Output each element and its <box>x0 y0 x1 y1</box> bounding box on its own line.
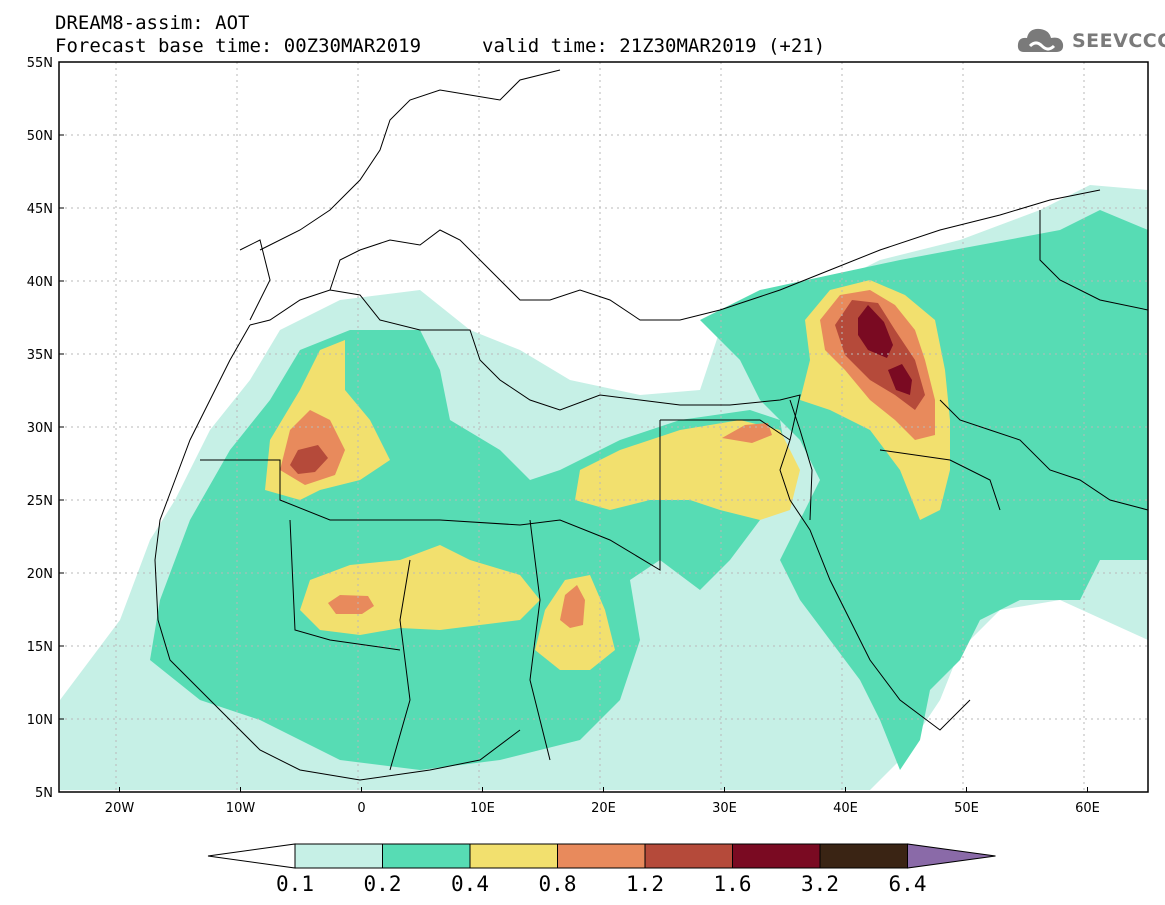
graticule <box>59 62 1148 792</box>
coastlines <box>154 69 1148 781</box>
lat-label: 15N <box>27 640 53 655</box>
aot-contour-0.8-egypt <box>722 423 772 443</box>
lat-label: 45N <box>27 202 53 217</box>
lon-label: 50E <box>954 801 979 816</box>
colorbar-segment <box>469 843 558 869</box>
title-line-1: DREAM8-assim: AOT <box>55 12 250 34</box>
aot-contour-0.4-egypt <box>575 420 800 520</box>
lon-label: 40E <box>833 801 858 816</box>
colorbar <box>207 843 996 869</box>
colorbar-segment <box>382 843 471 869</box>
lat-label: 20N <box>27 567 53 582</box>
lat-label: 40N <box>27 275 53 290</box>
valid-time: valid time: 21Z30MAR2019 (+21) <box>482 35 826 57</box>
aot-contour-1.6-iraq-south <box>888 364 912 395</box>
lon-label: 10E <box>470 801 495 816</box>
colorbar-label: 0.8 <box>538 872 577 896</box>
colorbar-label: 3.2 <box>801 872 839 896</box>
lat-label: 35N <box>27 348 53 363</box>
lat-label: 55N <box>27 56 53 71</box>
lon-label: 30E <box>712 801 737 816</box>
cloud-icon <box>1017 28 1064 52</box>
lon-label: 0 <box>357 801 365 816</box>
colorbar-label: 1.6 <box>713 872 752 896</box>
lon-label: 60E <box>1075 801 1100 816</box>
colorbar-segment <box>557 843 646 869</box>
lat-axis: 55N 50N 45N 40N 35N 30N 25N 20N 15N 10N 5N <box>27 56 53 801</box>
colorbar-label: 0.2 <box>363 872 402 896</box>
lon-axis: 20W 10W 0 10E 20E 30E 40E 50E 60E <box>105 801 1100 816</box>
lat-label: 10N <box>27 713 53 728</box>
lon-label: 20W <box>105 801 135 816</box>
colorbar-label: 0.1 <box>276 872 314 896</box>
aot-contour-0.8-sahel <box>328 595 374 614</box>
seevccc-logo: SEEVCCC <box>1016 22 1165 58</box>
lat-label: 30N <box>27 421 53 436</box>
colorbar-label: 0.4 <box>451 872 489 896</box>
colorbar-arrow-high <box>907 843 996 869</box>
colorbar-segment <box>732 843 821 869</box>
lon-label: 10W <box>226 801 256 816</box>
lat-label: 5N <box>35 786 53 801</box>
lon-label: 20E <box>591 801 616 816</box>
colorbar-segment <box>294 843 383 869</box>
axis-ticks <box>59 61 1088 793</box>
lat-label: 25N <box>27 494 53 509</box>
colorbar-segment <box>819 843 908 869</box>
title-line-2: Forecast base time: 00Z30MAR2019 <box>55 35 422 57</box>
colorbar-segment <box>644 843 733 869</box>
logo-text: SEEVCCC <box>1072 30 1165 52</box>
aot-field <box>60 185 1148 790</box>
aot-contour-1.6-iraq <box>858 305 893 358</box>
colorbar-label: 1.2 <box>626 872 664 896</box>
colorbar-arrow-low <box>207 843 296 869</box>
colorbar-label: 6.4 <box>888 872 927 896</box>
aot-contour-1.2-morocco <box>290 445 328 474</box>
aot-contour-0.8-chad <box>560 585 585 628</box>
lat-label: 50N <box>27 129 53 144</box>
